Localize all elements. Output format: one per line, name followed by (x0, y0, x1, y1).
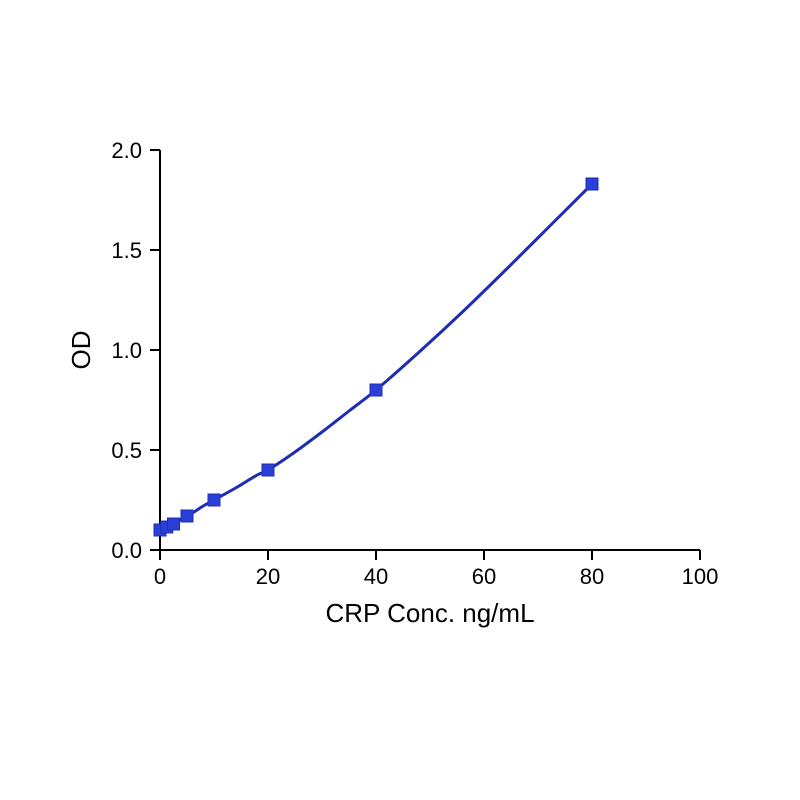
chart-container: 0 20 40 60 80 100 0.0 0.5 1.0 1.5 2.0 CRP Conc. ng/… (0, 0, 800, 800)
x-tick-label: 60 (472, 564, 496, 589)
y-axis-label: OD (66, 331, 96, 370)
data-marker (168, 518, 180, 530)
data-marker (586, 178, 598, 190)
data-marker (370, 384, 382, 396)
data-marker (208, 494, 220, 506)
y-tick-label: 0.0 (111, 538, 142, 563)
y-tick-label: 1.0 (111, 338, 142, 363)
x-tick-label: 0 (154, 564, 166, 589)
data-marker (181, 510, 193, 522)
x-tick-label: 40 (364, 564, 388, 589)
series-line (160, 184, 592, 530)
y-tick-label: 2.0 (111, 138, 142, 163)
y-tick-label: 0.5 (111, 438, 142, 463)
y-tick-label: 1.5 (111, 238, 142, 263)
x-tick-label: 80 (580, 564, 604, 589)
x-tick-label: 100 (682, 564, 719, 589)
line-chart: 0 20 40 60 80 100 0.0 0.5 1.0 1.5 2.0 CRP Conc. ng/… (0, 0, 800, 800)
x-axis-label: CRP Conc. ng/mL (325, 598, 534, 628)
x-tick-label: 20 (256, 564, 280, 589)
data-marker (262, 464, 274, 476)
